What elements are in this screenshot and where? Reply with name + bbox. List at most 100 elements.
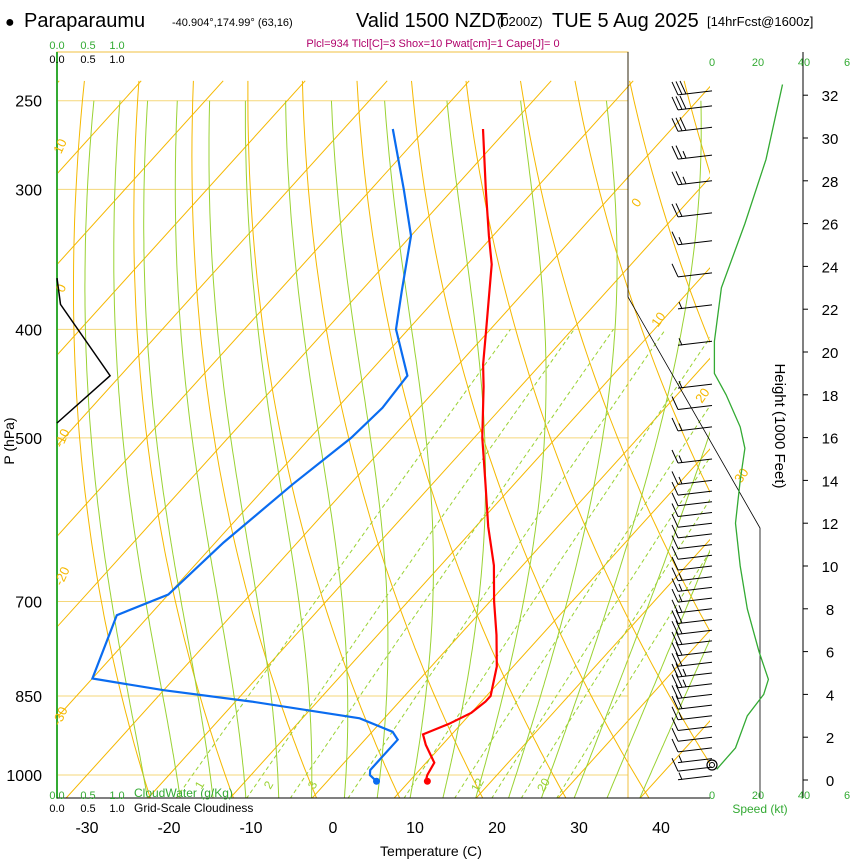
cloudwater-tick-label: 0.5 xyxy=(80,790,95,802)
wind-barb-shaft xyxy=(678,641,712,645)
wind-barb-half-flag xyxy=(683,151,686,158)
mixing-ratio-label: 2 xyxy=(261,778,277,791)
height-tick-label: 26 xyxy=(822,217,839,234)
mixing-ratio-line xyxy=(246,329,574,798)
wind-barb-flag xyxy=(672,471,678,484)
mixing-ratio-line xyxy=(454,329,761,798)
wind-barb-shaft xyxy=(678,384,712,388)
dry-adiabat xyxy=(192,81,317,799)
wind-barb xyxy=(678,756,712,763)
wind-barb-shaft xyxy=(678,513,712,517)
temperature-tick-label: 20 xyxy=(488,820,506,837)
dry-adiabat xyxy=(412,81,650,799)
isotherm-line xyxy=(0,81,633,799)
isotherm-label: -30 xyxy=(49,704,71,727)
wind-barb-shaft xyxy=(678,406,712,410)
isotherm-line xyxy=(0,81,551,799)
isotherm-line xyxy=(0,81,305,799)
mixing-ratio-label: 12 xyxy=(468,775,487,794)
temperature-tick-label: 40 xyxy=(652,820,670,837)
temperature-tick-label: -30 xyxy=(75,820,98,837)
speed-bottom-tick-label: 20 xyxy=(752,790,764,802)
header-bullet: ● xyxy=(5,14,15,31)
valid-time: Valid 1500 NZDT xyxy=(356,10,508,32)
pressure-tick-label: 850 xyxy=(15,689,42,706)
wind-barb-half-flag xyxy=(679,584,682,591)
isotherm-label: 0 xyxy=(53,282,70,295)
height-tick-label: 2 xyxy=(826,730,834,747)
wind-barb-flag xyxy=(672,536,678,549)
wind-barb xyxy=(672,146,712,160)
wind-barb-shaft xyxy=(678,759,712,763)
wind-barb-shaft xyxy=(678,305,712,309)
pressure-tick-label: 300 xyxy=(15,182,42,199)
height-tick-label: 12 xyxy=(822,516,839,533)
temperature-tick-label: -10 xyxy=(239,820,262,837)
wind-barb-half-flag xyxy=(683,680,686,687)
valid-date: TUE 5 Aug 2025 xyxy=(552,10,699,32)
cloudiness-top-tick-label: 0.0 xyxy=(49,54,64,66)
wind-barb-half-flag xyxy=(683,669,686,676)
temperature-tick-label: -20 xyxy=(157,820,180,837)
wind-barb-shaft xyxy=(678,620,712,624)
height-tick-label: 22 xyxy=(822,302,839,319)
wind-barb-flag xyxy=(672,397,678,410)
wind-barb-shaft xyxy=(678,609,712,613)
speed-bottom-tick-label: 40 xyxy=(798,790,810,802)
wind-barb-shaft xyxy=(678,106,712,110)
height-tick-label: 18 xyxy=(822,388,839,405)
wind-barb-shaft xyxy=(678,662,712,666)
wind-barb xyxy=(678,773,712,780)
moist-adiabat xyxy=(245,101,311,799)
wind-barb-flag xyxy=(672,546,678,559)
wind-barb-flag xyxy=(672,578,678,591)
wind-barb-half-flag xyxy=(679,302,682,309)
height-tick-label: 16 xyxy=(822,431,839,448)
wind-barb-shaft xyxy=(678,652,712,656)
isotherm-label: 20 xyxy=(692,385,713,405)
cloudiness-profile xyxy=(57,278,110,423)
cloudiness-top-tick-label: 1.0 xyxy=(109,54,124,66)
wind-barb-flag xyxy=(672,514,678,527)
wind-barb xyxy=(672,450,712,463)
surface-marker xyxy=(373,778,380,785)
wind-barb xyxy=(672,117,712,131)
mixing-ratio-label: 3 xyxy=(305,778,321,791)
wind-barb-half-flag xyxy=(679,237,682,244)
wind-barb-flag xyxy=(672,728,678,741)
forecast-label: [14hrFcst@1600z] xyxy=(707,14,813,29)
pressure-tick-label: 700 xyxy=(15,595,42,612)
dry-adiabat xyxy=(630,81,850,799)
speed-bottom-tick-label: 0 xyxy=(709,790,715,802)
mixing-ratio-line xyxy=(348,329,666,798)
cloudiness-tick-label: 0.0 xyxy=(49,803,64,815)
cloudwater-top-tick-label: 0.0 xyxy=(49,40,64,52)
x-axis-label: Temperature (C) xyxy=(380,843,482,859)
wind-barb-shaft xyxy=(678,534,712,538)
dry-adiabat xyxy=(357,81,566,799)
wind-barb xyxy=(678,338,712,345)
wind-barb-shaft xyxy=(678,213,712,217)
wind-barb xyxy=(672,471,712,484)
cloudwater-top-tick-label: 1.0 xyxy=(109,40,124,52)
moist-adiabat xyxy=(209,101,279,799)
height-tick-label: 10 xyxy=(822,559,839,576)
wind-barb-shaft xyxy=(678,427,712,431)
speed-top-tick-label: 6 xyxy=(844,57,850,69)
speed-top-tick-label: 0 xyxy=(709,57,715,69)
isotherm-line xyxy=(558,81,850,799)
cloudiness-tick-label: 1.0 xyxy=(109,803,124,815)
location-coords: -40.904°,174.99° (63,16) xyxy=(172,17,293,29)
wind-barb-shaft xyxy=(678,767,712,771)
height-tick-label: 4 xyxy=(826,687,834,704)
mixing-ratio-label: 20 xyxy=(534,775,553,794)
speed-axis-label: Speed (kt) xyxy=(732,802,787,816)
wind-barb-half-flag xyxy=(679,456,682,463)
wind-barb-shaft xyxy=(678,273,712,277)
cloudwater-top-tick-label: 0.5 xyxy=(80,40,95,52)
moist-adiabat xyxy=(144,101,213,799)
isotherm-line xyxy=(0,81,469,799)
isotherm-label: -10 xyxy=(51,426,73,449)
